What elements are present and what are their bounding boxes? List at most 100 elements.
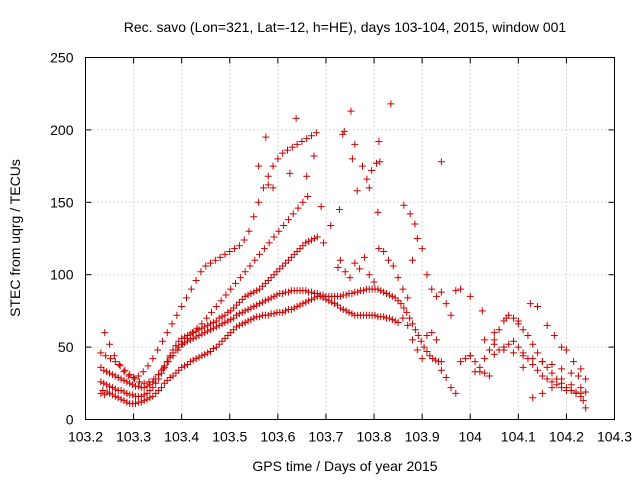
y-tick-label: 0 — [66, 412, 74, 428]
data-point — [543, 375, 551, 383]
data-point — [346, 274, 354, 282]
data-point — [279, 262, 287, 270]
data-point — [409, 256, 417, 264]
data-point — [187, 285, 195, 293]
data-point — [490, 350, 498, 358]
data-point — [313, 233, 321, 241]
data-point — [204, 349, 212, 357]
data-point — [417, 337, 425, 345]
data-point — [538, 389, 546, 397]
data-point — [173, 311, 181, 319]
data-point — [120, 368, 128, 376]
axis-ticks — [85, 57, 615, 420]
data-point — [351, 140, 359, 148]
data-point — [280, 221, 288, 229]
data-point — [258, 282, 266, 290]
data-point — [363, 175, 371, 183]
data-point — [490, 329, 498, 337]
data-point — [553, 381, 561, 389]
data-point — [233, 323, 241, 331]
data-point — [247, 304, 255, 312]
data-point — [284, 288, 292, 296]
data-point — [342, 307, 350, 315]
data-point — [230, 326, 238, 334]
data-point — [217, 297, 225, 305]
data-point — [135, 378, 143, 386]
data-point — [134, 372, 142, 380]
data-point — [365, 271, 373, 279]
data-point — [253, 301, 261, 309]
data-point — [305, 237, 313, 245]
data-point — [221, 318, 229, 326]
data-point — [514, 317, 522, 325]
data-point — [227, 307, 235, 315]
data-point — [224, 308, 232, 316]
data-point — [299, 300, 307, 308]
y-tick-label: 50 — [58, 339, 74, 355]
data-point — [264, 181, 272, 189]
data-point — [241, 292, 249, 300]
data-point — [152, 379, 160, 387]
data-point — [466, 352, 474, 360]
data-point — [163, 376, 171, 384]
data-point — [143, 389, 151, 397]
data-point — [179, 340, 187, 348]
data-point — [117, 395, 125, 403]
data-point — [406, 314, 414, 322]
data-point — [221, 334, 229, 342]
data-point — [255, 162, 263, 170]
data-point — [409, 320, 417, 328]
data-point — [376, 158, 384, 166]
data-point — [406, 210, 414, 218]
data-point — [284, 216, 292, 224]
x-tick-label: 104.3 — [597, 429, 632, 445]
data-point — [100, 366, 108, 374]
data-point — [250, 213, 258, 221]
data-point — [181, 333, 189, 341]
data-point — [120, 388, 128, 396]
data-point — [437, 358, 445, 366]
data-point — [188, 329, 196, 337]
data-point — [442, 300, 450, 308]
data-point — [270, 271, 278, 279]
data-point — [175, 337, 183, 345]
data-point — [423, 347, 431, 355]
data-point — [146, 394, 154, 402]
data-point — [172, 369, 180, 377]
data-point — [102, 352, 110, 360]
data-point — [400, 304, 408, 312]
data-point — [519, 326, 527, 334]
data-point — [457, 358, 465, 366]
data-point — [261, 279, 269, 287]
data-point — [534, 349, 542, 357]
data-point — [524, 332, 532, 340]
data-point — [241, 268, 249, 276]
data-point — [299, 242, 307, 250]
data-point — [582, 404, 590, 412]
data-point — [284, 256, 292, 264]
data-point — [134, 382, 142, 390]
data-point — [264, 172, 272, 180]
data-point — [308, 236, 316, 244]
data-point — [178, 363, 186, 371]
data-point — [387, 100, 395, 108]
data-point — [526, 300, 534, 308]
data-point — [279, 308, 287, 316]
data-point — [476, 363, 484, 371]
data-point — [253, 287, 261, 295]
data-point — [420, 343, 428, 351]
data-point — [174, 346, 182, 354]
data-point — [241, 307, 249, 315]
data-point — [302, 298, 310, 306]
data-point — [514, 343, 522, 351]
data-point — [186, 358, 194, 366]
data-point — [230, 304, 238, 312]
data-point — [182, 294, 190, 302]
data-point — [250, 314, 258, 322]
data-point — [423, 332, 431, 340]
x-tick-labels: 103.2 103.3 103.4 103.5 103.6 103.7 103.8 103.9… — [68, 429, 632, 445]
data-point — [115, 360, 123, 368]
data-points — [97, 100, 590, 412]
data-point — [414, 332, 422, 340]
data-point — [131, 375, 139, 383]
